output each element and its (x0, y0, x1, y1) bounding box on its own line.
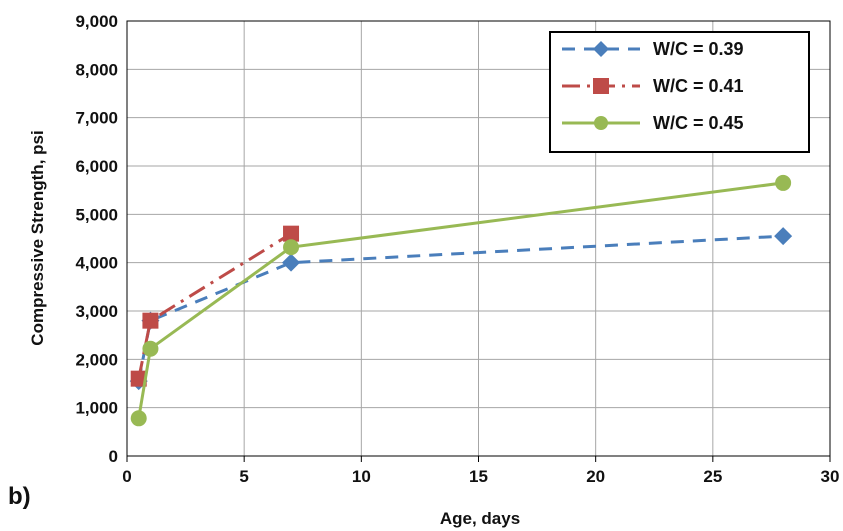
y-tick-label: 1,000 (75, 399, 118, 418)
y-tick-label: 3,000 (75, 302, 118, 321)
y-tick-label: 0 (109, 447, 118, 466)
y-tick-label: 7,000 (75, 109, 118, 128)
series-line (137, 181, 784, 419)
x-tick-label: 30 (821, 467, 840, 486)
legend-item: W/C = 0.39 (562, 39, 744, 59)
y-tick-label: 4,000 (75, 254, 118, 273)
y-tick-label: 9,000 (75, 12, 118, 31)
legend-label: W/C = 0.41 (653, 76, 744, 96)
legend-item: W/C = 0.45 (562, 113, 744, 133)
legend-marker (593, 41, 609, 57)
data-point (775, 174, 792, 191)
y-tick-label: 8,000 (75, 60, 118, 79)
data-point (283, 239, 300, 256)
data-point (142, 340, 159, 357)
data-point (130, 370, 147, 387)
series-line (137, 232, 292, 379)
legend: W/C = 0.39 W/C = 0.41 W/C = 0.45 (549, 31, 810, 153)
data-point (282, 253, 301, 272)
legend-marker (594, 116, 608, 130)
data-point (283, 225, 300, 242)
series-group (129, 174, 793, 427)
x-tick-label: 0 (122, 467, 131, 486)
series-1 (129, 227, 793, 391)
legend-label: W/C = 0.45 (653, 113, 744, 133)
y-axis-title: Compressive Strength, psi (28, 130, 47, 345)
x-axis-title: Age, days (440, 509, 520, 528)
data-point (774, 227, 793, 246)
x-axis-ticks: 0 5 10 15 20 25 30 (122, 456, 839, 486)
y-tick-label: 6,000 (75, 157, 118, 176)
legend-marker (593, 78, 609, 94)
series-3 (130, 174, 792, 427)
legend-item: W/C = 0.41 (562, 76, 744, 96)
x-tick-label: 5 (239, 467, 248, 486)
panel-label: b) (8, 483, 31, 510)
x-tick-label: 10 (352, 467, 371, 486)
x-tick-label: 15 (469, 467, 488, 486)
series-2 (130, 225, 300, 387)
data-point (130, 410, 147, 427)
y-tick-label: 5,000 (75, 205, 118, 224)
data-point (142, 312, 159, 329)
x-tick-label: 20 (586, 467, 605, 486)
legend-label: W/C = 0.39 (653, 39, 744, 59)
y-axis-ticks: 0 1,000 2,000 3,000 4,000 5,000 6,000 7,000 8,00… (75, 12, 118, 466)
y-tick-label: 2,000 (75, 350, 118, 369)
x-tick-label: 25 (703, 467, 722, 486)
